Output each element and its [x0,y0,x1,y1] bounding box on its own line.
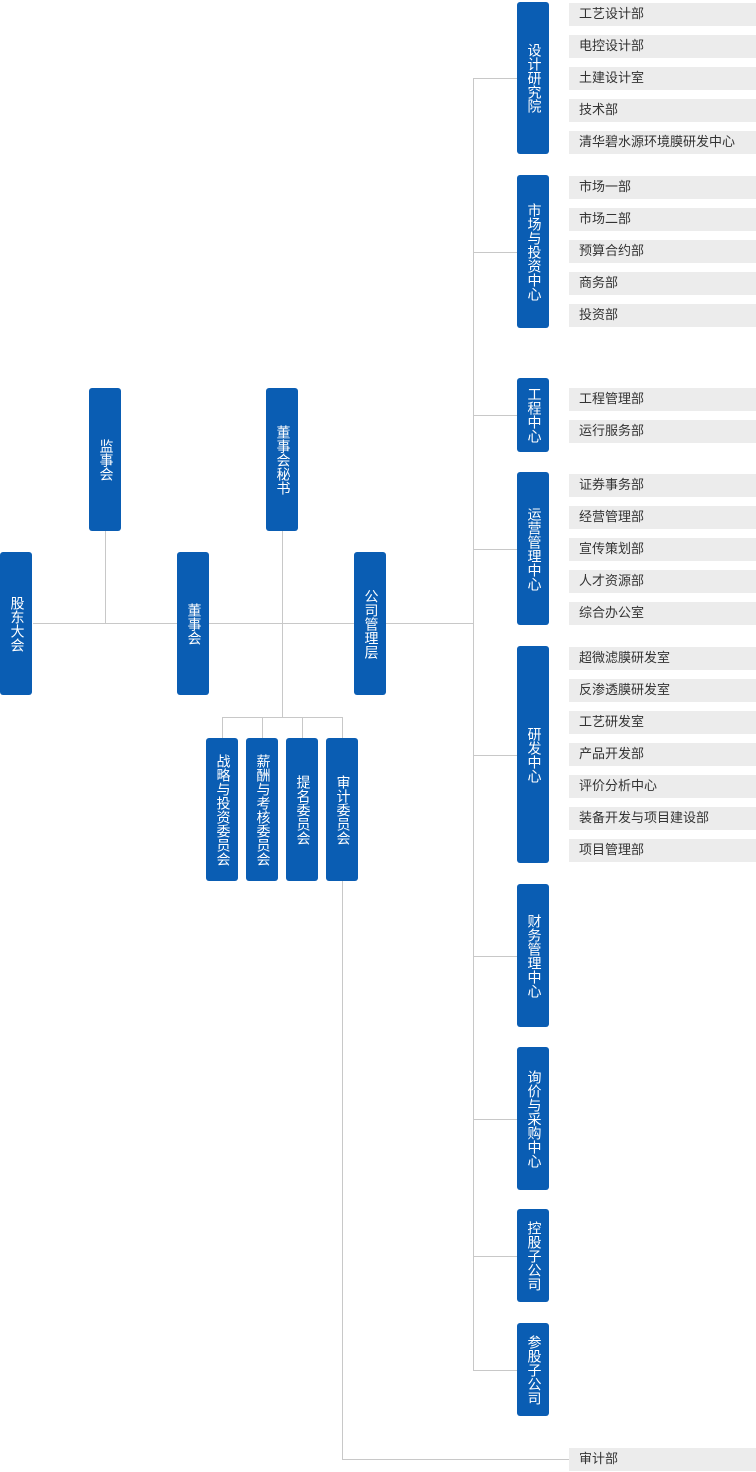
node-department[interactable]: 财务管理中心 [517,884,549,1027]
dept-item[interactable]: 预算合约部 [569,240,756,263]
dept-item[interactable]: 工艺设计部 [569,3,756,26]
audit-connector [342,881,343,1460]
node-department-label: 工程中心 [525,387,542,443]
dept-item[interactable]: 证券事务部 [569,474,756,497]
committee-branch [262,717,263,738]
committee-branch [342,717,343,738]
node-department[interactable]: 市场与投资中心 [517,175,549,328]
node-shareholders[interactable]: 股东大会 [0,552,32,695]
dept-item[interactable]: 产品开发部 [569,743,756,766]
node-department[interactable]: 研发中心 [517,646,549,863]
node-committee-label: 薪酬与考核委员会 [254,753,271,866]
department-branch [473,549,517,550]
node-department[interactable]: 设计研究院 [517,2,549,154]
node-committee-label: 战略与投资委员会 [214,753,231,866]
node-department[interactable]: 询价与采购中心 [517,1047,549,1190]
committee-branch [302,717,303,738]
node-committee[interactable]: 战略与投资委员会 [206,738,238,881]
committees-connector [222,717,343,718]
dept-item[interactable]: 市场二部 [569,208,756,231]
dept-item[interactable]: 经营管理部 [569,506,756,529]
department-branch [473,252,517,253]
department-branch [473,1370,517,1371]
node-supervisors-label: 监事会 [97,438,114,481]
node-department-label: 参股子公司 [525,1334,542,1405]
node-board-secretary-label: 董事会秘书 [274,424,291,495]
node-department-label: 研发中心 [525,726,542,783]
node-board-label: 董事会 [185,602,202,645]
departments-trunk [473,78,474,1371]
node-department-label: 运营管理中心 [525,506,542,591]
node-committee[interactable]: 提名委员会 [286,738,318,881]
dept-item[interactable]: 运行服务部 [569,420,756,443]
dept-item[interactable]: 工程管理部 [569,388,756,411]
dept-item[interactable]: 宣传策划部 [569,538,756,561]
node-board[interactable]: 董事会 [177,552,209,695]
main-horizontal-line [33,623,473,624]
dept-item-audit[interactable]: 审计部 [569,1448,756,1471]
dept-item[interactable]: 装备开发与项目建设部 [569,807,756,830]
node-department-label: 设计研究院 [525,43,542,113]
node-department-label: 控股子公司 [525,1220,542,1291]
department-branch [473,78,517,79]
dept-item[interactable]: 综合办公室 [569,602,756,625]
node-management[interactable]: 公司管理层 [354,552,386,695]
node-department-label: 财务管理中心 [525,913,542,998]
node-board-secretary[interactable]: 董事会秘书 [266,388,298,531]
dept-item[interactable]: 技术部 [569,99,756,122]
dept-item[interactable]: 市场一部 [569,176,756,199]
dept-item[interactable]: 项目管理部 [569,839,756,862]
dept-item[interactable]: 工艺研发室 [569,711,756,734]
committee-branch [222,717,223,738]
node-committee-label: 审计委员会 [334,774,351,845]
node-department-label: 市场与投资中心 [525,202,542,301]
node-shareholders-label: 股东大会 [8,595,25,652]
dept-item[interactable]: 人才资源部 [569,570,756,593]
dept-item[interactable]: 清华碧水源环境膜研发中心 [569,131,756,154]
dept-item[interactable]: 电控设计部 [569,35,756,58]
dept-item[interactable]: 土建设计室 [569,67,756,90]
node-management-label: 公司管理层 [362,588,379,659]
node-department[interactable]: 控股子公司 [517,1209,549,1302]
dept-item[interactable]: 超微滤膜研发室 [569,647,756,670]
department-branch [473,415,517,416]
node-department-label: 询价与采购中心 [525,1069,542,1168]
secretary-connector [282,531,283,718]
node-department[interactable]: 工程中心 [517,378,549,452]
dept-item[interactable]: 反渗透膜研发室 [569,679,756,702]
node-department[interactable]: 参股子公司 [517,1323,549,1416]
node-department[interactable]: 运营管理中心 [517,472,549,625]
node-supervisors[interactable]: 监事会 [89,388,121,531]
dept-item[interactable]: 商务部 [569,272,756,295]
department-branch [473,1119,517,1120]
department-branch [473,956,517,957]
node-committee[interactable]: 审计委员会 [326,738,358,881]
dept-item[interactable]: 投资部 [569,304,756,327]
node-committee-label: 提名委员会 [294,774,311,845]
node-committee[interactable]: 薪酬与考核委员会 [246,738,278,881]
department-branch [473,1256,517,1257]
department-branch [473,755,517,756]
dept-item[interactable]: 评价分析中心 [569,775,756,798]
supervisors-connector [105,531,106,624]
audit-dept-connector [342,1459,569,1460]
